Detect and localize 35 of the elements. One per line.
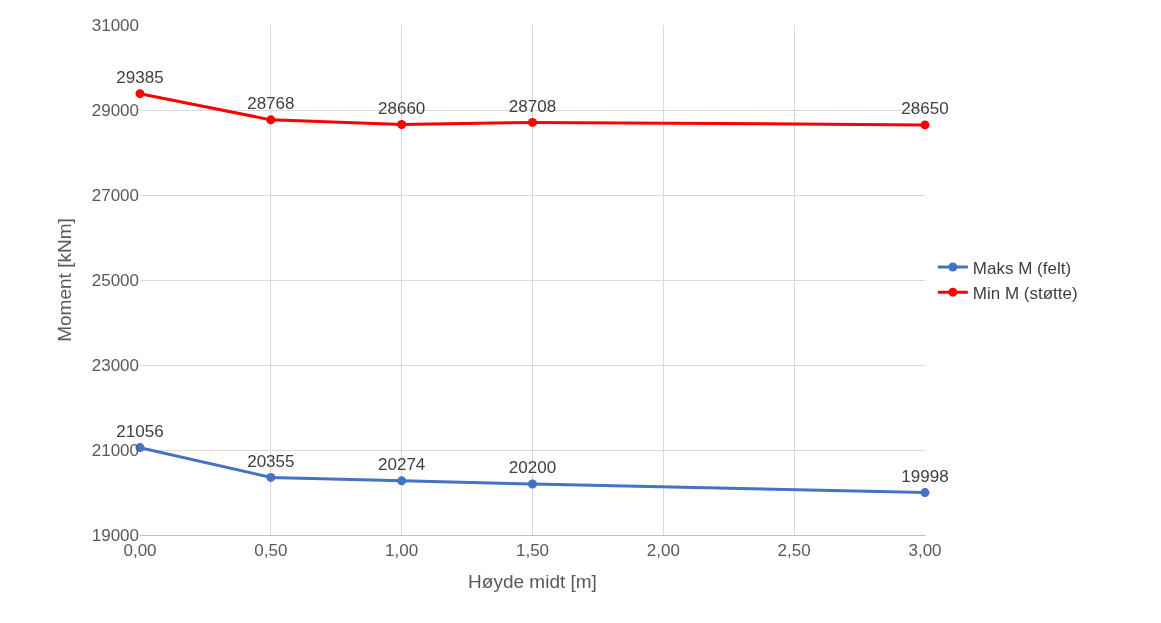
point bbox=[920, 120, 930, 130]
y-tick-label: 23000 bbox=[91, 355, 139, 375]
x-axis-title: Høyde midt [m] bbox=[468, 571, 597, 593]
x-tick-label: 2,00 bbox=[646, 541, 680, 561]
point bbox=[528, 479, 537, 489]
data-label: 19998 bbox=[901, 466, 949, 486]
data-label: 28768 bbox=[247, 93, 295, 113]
x-tick-label: 0,50 bbox=[254, 541, 288, 561]
point bbox=[397, 119, 407, 129]
point bbox=[266, 115, 276, 125]
data-label: 29385 bbox=[116, 67, 164, 87]
y-tick-label: 25000 bbox=[91, 270, 139, 290]
data-label: 28650 bbox=[901, 99, 949, 118]
legend-label: Maks M (felt) bbox=[972, 258, 1072, 278]
y-tick-label: 31000 bbox=[91, 15, 139, 35]
point bbox=[397, 476, 407, 486]
data-label: 20274 bbox=[378, 454, 426, 474]
y-tick-label: 21000 bbox=[91, 440, 139, 460]
data-label: 20355 bbox=[247, 451, 295, 471]
point bbox=[528, 117, 537, 127]
x-tick-label: 3,00 bbox=[908, 541, 942, 561]
y-tick-label: 27000 bbox=[91, 185, 139, 205]
point bbox=[920, 488, 930, 498]
point bbox=[135, 89, 145, 99]
x-tick-label: 2,50 bbox=[777, 541, 811, 561]
data-label: 20200 bbox=[508, 458, 557, 478]
y-tick-label: 29000 bbox=[91, 100, 139, 120]
data-label: 21056 bbox=[116, 421, 164, 441]
data-label: 28708 bbox=[508, 96, 557, 116]
legend-label: Min M (støtte) bbox=[972, 283, 1078, 303]
data-label: 28660 bbox=[378, 98, 426, 118]
y-axis-title: Moment [kNm] bbox=[53, 218, 75, 342]
point bbox=[266, 472, 276, 482]
x-tick-label: 1,00 bbox=[385, 541, 419, 561]
x-tick-label: 1,50 bbox=[515, 541, 550, 561]
